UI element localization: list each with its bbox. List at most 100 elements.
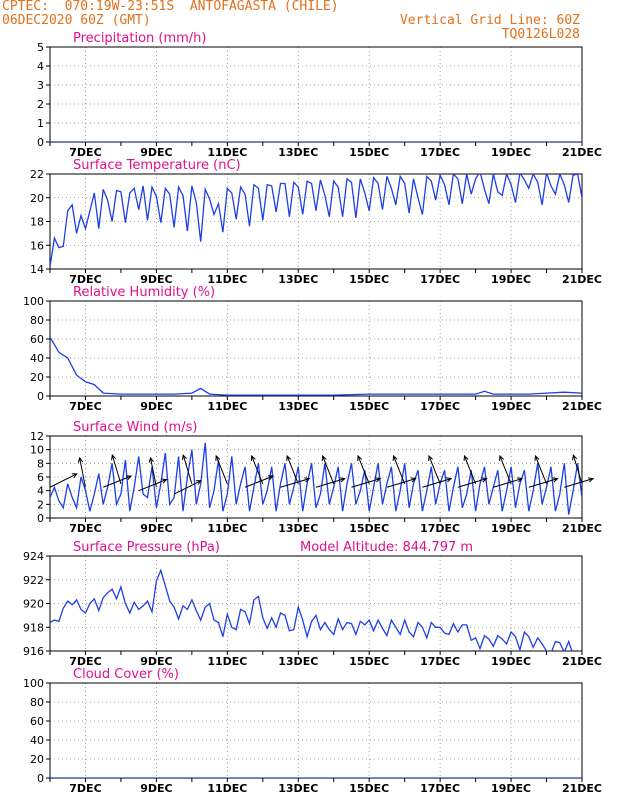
- wind-arrow: [463, 455, 477, 485]
- y-tick-label: 922: [23, 574, 44, 587]
- y-tick-label: 918: [23, 621, 44, 634]
- series-line-temp: [50, 174, 582, 267]
- x-tick-label: 19DEC: [491, 522, 531, 535]
- wind-arrow: [280, 478, 310, 488]
- x-tick-label: 17DEC: [420, 146, 460, 159]
- wind-arrow-head: [148, 456, 154, 463]
- wind-arrow-head: [572, 453, 578, 461]
- y-tick-label: 100: [23, 677, 44, 690]
- wind-arrow-head: [410, 477, 417, 483]
- wind-arrow: [244, 475, 274, 488]
- y-tick-label: 0: [37, 390, 44, 403]
- y-tick-label: 0: [37, 772, 44, 785]
- y-tick-label: 40: [30, 352, 44, 365]
- wind-arrow-head: [111, 453, 117, 461]
- wind-arrow: [564, 478, 594, 488]
- wind-arrow: [111, 454, 122, 484]
- y-tick-label: 2: [37, 498, 44, 511]
- x-tick-label: 7DEC: [69, 655, 101, 668]
- wind-arrow-head: [181, 453, 187, 461]
- x-tick-label: 11DEC: [207, 655, 247, 668]
- x-tick-label: 15DEC: [349, 782, 389, 795]
- panel-title: Surface Wind (m/s): [73, 420, 197, 435]
- plot-frame: [49, 682, 583, 779]
- wind-arrow-head: [392, 454, 398, 462]
- y-tick-label: 3: [37, 79, 44, 92]
- panel-title: Surface Pressure (hPa): [73, 540, 220, 555]
- wind-arrow: [79, 457, 86, 488]
- x-tick-label: 15DEC: [349, 400, 389, 413]
- x-tick-label: 21DEC: [562, 146, 602, 159]
- wind-arrow-head: [499, 454, 504, 462]
- wind-arrow-head: [446, 477, 453, 483]
- y-tick-label: 10: [30, 444, 44, 457]
- wind-arrow: [357, 455, 370, 485]
- wind-arrow: [215, 455, 228, 485]
- wind-arrow-head: [375, 477, 382, 483]
- y-tick-label: 2: [37, 98, 44, 111]
- run-code: TQ0126L028: [501, 27, 580, 42]
- wind-arrow: [351, 478, 381, 488]
- y-tick-label: 0: [37, 136, 44, 149]
- x-tick-label: 15DEC: [349, 146, 389, 159]
- y-tick-label: 20: [30, 753, 44, 766]
- y-tick-label: 80: [30, 314, 44, 327]
- y-tick-label: 80: [30, 696, 44, 709]
- panel-title: Relative Humidity (%): [73, 285, 215, 300]
- y-tick-label: 1: [37, 117, 44, 130]
- x-tick-label: 13DEC: [278, 782, 318, 795]
- wind-arrow-head: [161, 478, 168, 484]
- x-tick-label: 17DEC: [420, 522, 460, 535]
- y-tick-label: 0: [37, 512, 44, 525]
- y-tick-label: 14: [30, 263, 44, 276]
- x-tick-label: 7DEC: [69, 522, 101, 535]
- wind-arrow-head: [126, 475, 133, 481]
- x-tick-label: 7DEC: [69, 273, 101, 286]
- plot-frame: [49, 46, 583, 143]
- x-tick-label: 11DEC: [207, 782, 247, 795]
- wind-arrow: [422, 478, 452, 488]
- x-tick-label: 21DEC: [562, 655, 602, 668]
- panel-title: Precipitation (mm/h): [73, 31, 206, 46]
- wind-arrow: [173, 480, 202, 495]
- x-tick-label: 17DEC: [420, 273, 460, 286]
- x-tick-label: 21DEC: [562, 400, 602, 413]
- panel-title: Cloud Cover (%): [73, 667, 179, 682]
- wind-arrow-head: [481, 477, 488, 483]
- wind-arrow: [322, 455, 335, 485]
- y-tick-label: 4: [37, 485, 44, 498]
- x-tick-label: 11DEC: [207, 522, 247, 535]
- x-tick-label: 9DEC: [140, 400, 172, 413]
- y-tick-label: 924: [23, 550, 44, 563]
- wind-arrow-head: [267, 475, 274, 481]
- y-tick-label: 4: [37, 60, 44, 73]
- x-tick-label: 9DEC: [140, 655, 172, 668]
- x-tick-label: 19DEC: [491, 146, 531, 159]
- wind-arrow: [286, 455, 299, 485]
- y-tick-label: 920: [23, 598, 44, 611]
- wind-arrow-head: [428, 454, 434, 462]
- series-line-wind: [50, 442, 582, 515]
- x-tick-label: 13DEC: [278, 655, 318, 668]
- wind-arrow: [386, 478, 416, 488]
- wind-arrow: [528, 478, 558, 488]
- wind-arrow-head: [357, 454, 363, 462]
- wind-arrow-head: [286, 454, 292, 462]
- x-tick-label: 17DEC: [420, 655, 460, 668]
- x-tick-label: 9DEC: [140, 146, 172, 159]
- wind-arrow: [103, 475, 132, 488]
- x-tick-label: 21DEC: [562, 273, 602, 286]
- wind-arrow: [534, 455, 547, 485]
- y-tick-label: 60: [30, 715, 44, 728]
- wind-arrow-head: [195, 480, 202, 485]
- wind-arrow-head: [71, 473, 78, 479]
- y-tick-label: 60: [30, 333, 44, 346]
- x-tick-label: 13DEC: [278, 522, 318, 535]
- wind-arrow-head: [250, 454, 256, 462]
- grid-note: Vertical Grid Line: 60Z: [399, 13, 580, 28]
- wind-arrow-head: [587, 477, 595, 483]
- x-tick-label: 13DEC: [278, 400, 318, 413]
- x-tick-label: 21DEC: [562, 782, 602, 795]
- y-tick-label: 16: [30, 239, 44, 252]
